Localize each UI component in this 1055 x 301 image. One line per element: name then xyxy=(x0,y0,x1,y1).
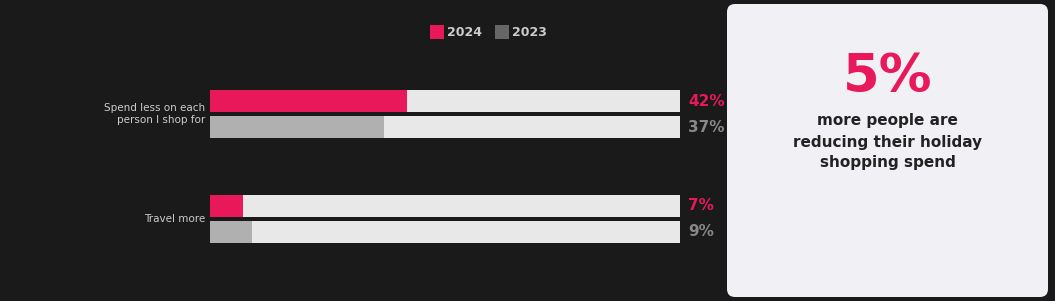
Bar xyxy=(495,25,509,39)
Text: 7%: 7% xyxy=(688,198,714,213)
Text: 42%: 42% xyxy=(688,94,725,108)
Bar xyxy=(210,116,384,138)
Bar xyxy=(210,90,680,112)
Bar xyxy=(210,116,680,138)
Bar xyxy=(210,195,243,217)
Bar xyxy=(210,221,252,243)
Text: 37%: 37% xyxy=(688,119,725,135)
Text: 2023: 2023 xyxy=(512,26,546,39)
Text: 9%: 9% xyxy=(688,225,714,240)
Bar xyxy=(430,25,444,39)
Text: 2024: 2024 xyxy=(447,26,482,39)
Bar xyxy=(210,90,407,112)
Bar xyxy=(210,221,680,243)
Text: more people are
reducing their holiday
shopping spend: more people are reducing their holiday s… xyxy=(793,113,982,170)
Text: 5%: 5% xyxy=(843,51,933,103)
Text: Travel more: Travel more xyxy=(143,214,205,224)
Text: Spend less on each
person I shop for: Spend less on each person I shop for xyxy=(103,103,205,125)
FancyBboxPatch shape xyxy=(727,4,1048,297)
Bar xyxy=(210,195,680,217)
